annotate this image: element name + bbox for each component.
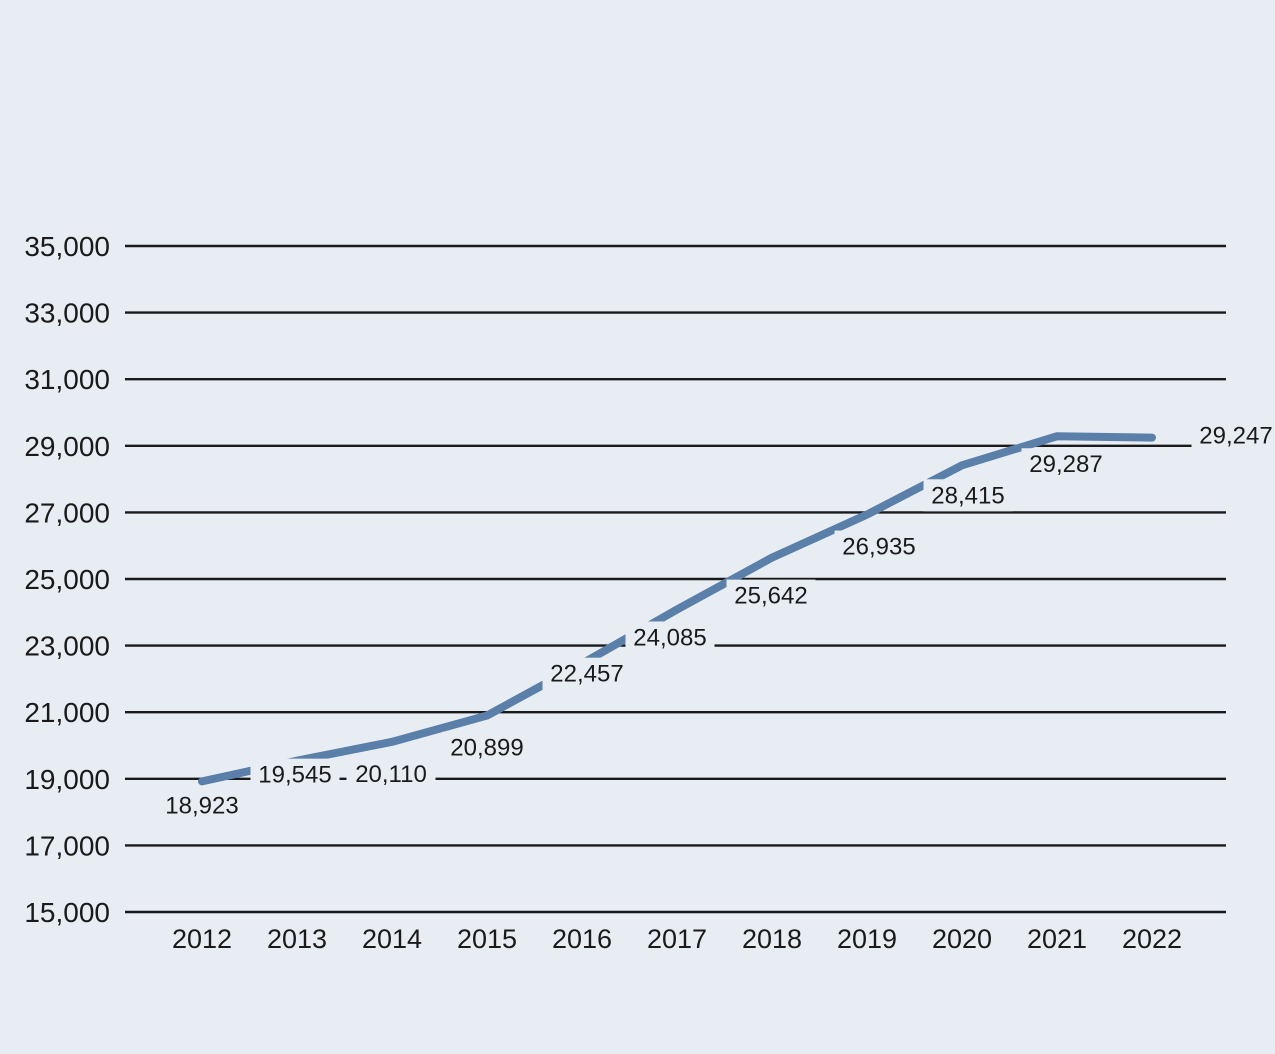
gridlines: [125, 244, 1226, 914]
x-axis: 2012 2013 2014 2015 2016 2017 2018 2019 2020 2021…: [172, 924, 1182, 954]
y-tick-label: 25,000: [24, 564, 110, 595]
data-label: 24,085: [633, 624, 706, 651]
data-labels: 18,923 19,545 20,110 20,899 22,457 24,085 25,6…: [157, 419, 1275, 822]
data-label-background: [1021, 448, 1111, 481]
x-tick-label: 2020: [932, 924, 992, 954]
series-layer: [198, 432, 1156, 786]
data-label: 29,287: [1029, 451, 1102, 478]
data-label: 22,457: [550, 661, 623, 688]
data-label-background: [157, 789, 247, 822]
data-label-background: [346, 757, 436, 790]
data-label: 25,642: [734, 583, 807, 610]
x-tick-label: 2021: [1027, 924, 1087, 954]
x-tick-label: 2016: [552, 924, 612, 954]
data-label: 29,247: [1199, 423, 1272, 450]
y-tick-label: 23,000: [24, 631, 110, 662]
data-label-background: [1191, 419, 1275, 452]
series-line: [198, 432, 1156, 786]
x-tick-label: 2017: [647, 924, 707, 954]
data-label-background: [923, 479, 1013, 512]
data-label: 19,545: [258, 762, 331, 789]
y-tick-label: 17,000: [24, 830, 110, 861]
y-tick-label: 21,000: [24, 697, 110, 728]
data-label: 28,415: [931, 482, 1004, 509]
data-label: 26,935: [842, 534, 915, 561]
data-label-background: [625, 621, 715, 654]
x-tick-label: 2022: [1122, 924, 1182, 954]
data-label: 20,899: [450, 735, 523, 762]
data-label-background: [726, 579, 816, 612]
x-tick-label: 2018: [742, 924, 802, 954]
x-tick-label: 2015: [457, 924, 517, 954]
y-tick-label: 15,000: [24, 897, 110, 928]
x-tick-label: 2014: [362, 924, 422, 954]
x-tick-label: 2013: [267, 924, 327, 954]
data-label-background: [542, 657, 632, 690]
x-tick-label: 2012: [172, 924, 232, 954]
data-label-background: [250, 758, 340, 791]
data-label-background: [442, 731, 532, 764]
y-tick-label: 35,000: [24, 231, 110, 262]
data-label-background: [834, 530, 924, 563]
y-tick-label: 27,000: [24, 497, 110, 528]
data-label: 18,923: [165, 792, 238, 819]
y-tick-label: 33,000: [24, 298, 110, 329]
y-tick-label: 19,000: [24, 764, 110, 795]
data-label: 20,110: [355, 761, 427, 788]
x-tick-label: 2019: [837, 924, 897, 954]
y-tick-label: 31,000: [24, 364, 110, 395]
y-tick-label: 29,000: [24, 431, 110, 462]
y-axis: 15,000 17,000 19,000 21,000 23,000 25,000 27,0…: [24, 231, 110, 928]
